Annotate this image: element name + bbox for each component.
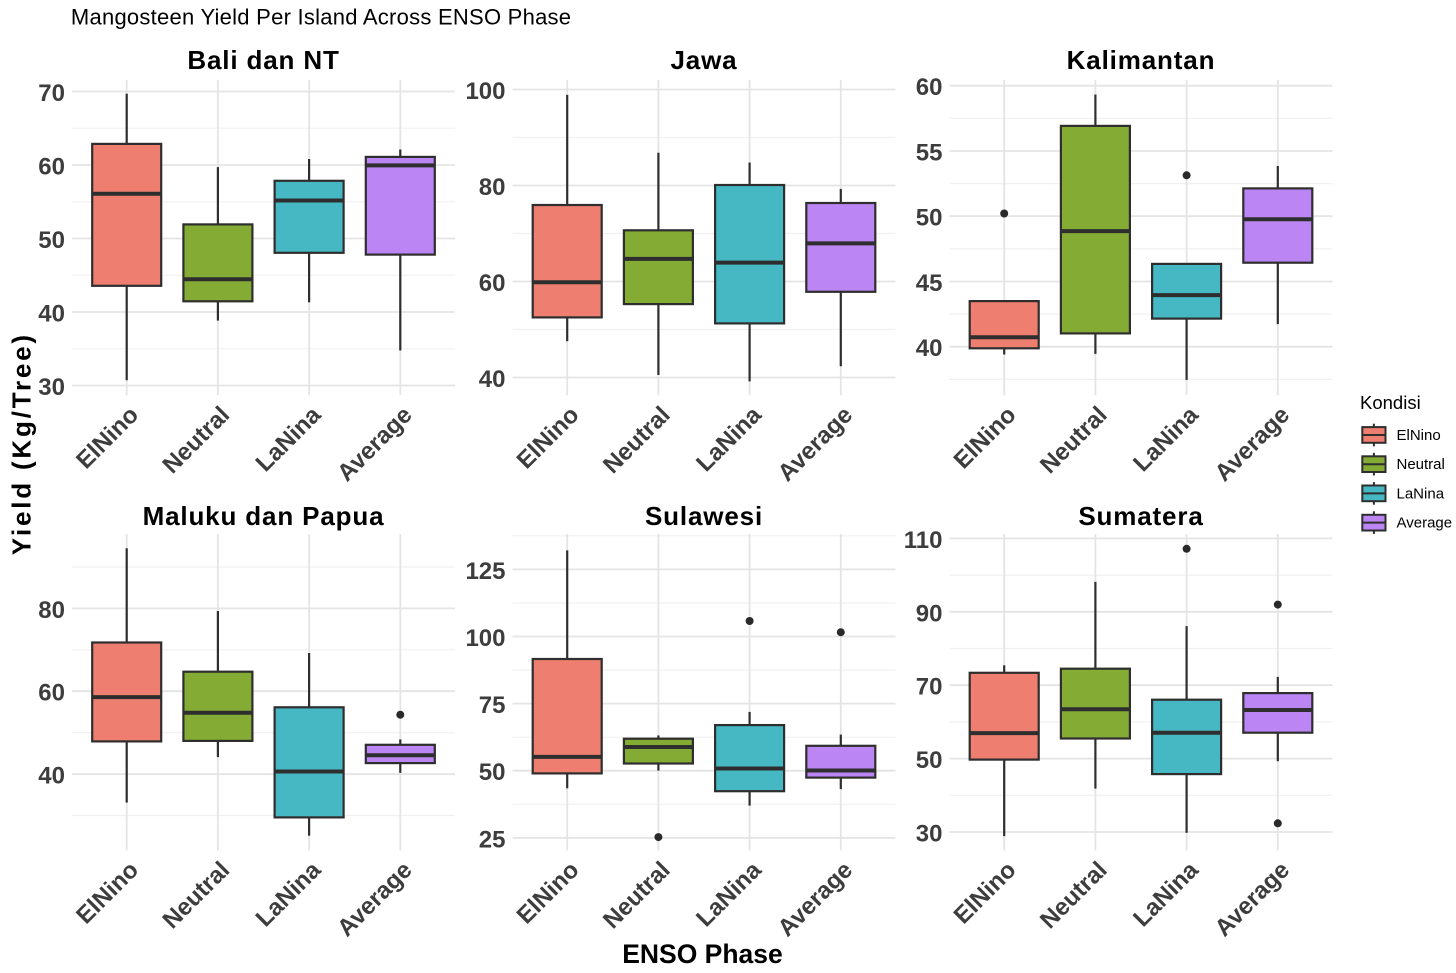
svg-text:Sumatera: Sumatera <box>1078 501 1203 531</box>
svg-text:40: 40 <box>38 301 65 328</box>
svg-text:80: 80 <box>479 174 506 201</box>
svg-text:75: 75 <box>479 692 506 719</box>
svg-text:LaNina: LaNina <box>1397 485 1445 502</box>
svg-text:45: 45 <box>916 270 943 297</box>
svg-text:Yield (Kg/Tree): Yield (Kg/Tree) <box>6 332 36 555</box>
svg-text:Maluku dan Papua: Maluku dan Papua <box>143 501 385 531</box>
svg-text:60: 60 <box>479 270 506 297</box>
svg-text:70: 70 <box>38 80 65 107</box>
svg-text:Jawa: Jawa <box>670 45 737 75</box>
svg-text:125: 125 <box>465 558 505 585</box>
svg-text:Neutral: Neutral <box>1397 456 1445 473</box>
svg-text:ElNino: ElNino <box>1397 427 1441 444</box>
svg-text:30: 30 <box>38 374 65 401</box>
svg-text:110: 110 <box>904 527 943 554</box>
svg-text:40: 40 <box>479 366 506 393</box>
svg-text:90: 90 <box>916 600 943 627</box>
svg-text:Average: Average <box>1397 515 1453 532</box>
svg-text:50: 50 <box>916 747 943 774</box>
svg-text:Kalimantan: Kalimantan <box>1067 45 1216 75</box>
svg-text:40: 40 <box>916 335 943 362</box>
svg-text:40: 40 <box>38 763 65 790</box>
svg-text:55: 55 <box>916 140 943 167</box>
svg-text:Mangosteen Yield Per Island Ac: Mangosteen Yield Per Island Across ENSO … <box>71 5 571 30</box>
svg-text:100: 100 <box>465 78 505 105</box>
svg-text:50: 50 <box>479 759 506 786</box>
svg-text:60: 60 <box>38 154 65 181</box>
svg-text:60: 60 <box>38 680 65 707</box>
svg-text:50: 50 <box>38 227 65 254</box>
svg-text:30: 30 <box>916 821 943 848</box>
svg-text:70: 70 <box>916 674 943 701</box>
svg-text:50: 50 <box>916 205 943 232</box>
svg-text:ENSO Phase: ENSO Phase <box>622 939 783 968</box>
svg-text:Sulawesi: Sulawesi <box>645 501 763 531</box>
svg-text:80: 80 <box>38 597 65 624</box>
svg-text:25: 25 <box>479 826 506 853</box>
svg-text:100: 100 <box>465 625 505 652</box>
svg-text:60: 60 <box>916 74 943 101</box>
svg-text:Bali dan NT: Bali dan NT <box>187 45 339 75</box>
svg-text:Kondisi: Kondisi <box>1360 392 1421 413</box>
